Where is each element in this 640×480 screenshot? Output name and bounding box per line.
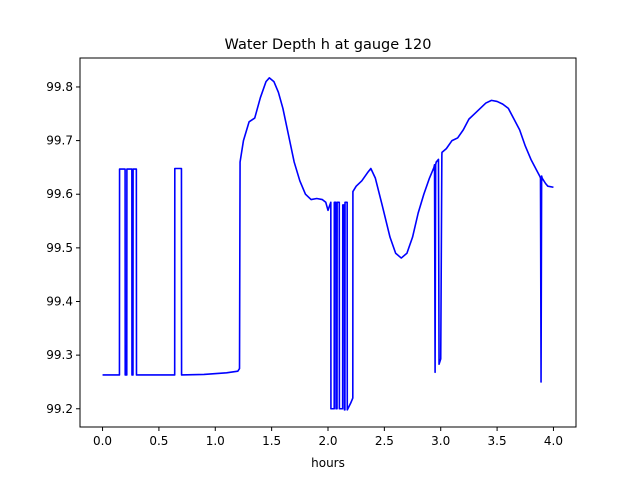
x-axis-label: hours [311, 456, 345, 470]
x-tick-label: 3.5 [488, 434, 507, 448]
y-tick-label: 99.2 [46, 402, 73, 416]
x-tick-label: 4.0 [544, 434, 563, 448]
y-tick-label: 99.6 [46, 187, 73, 201]
x-tick-label: 2.0 [318, 434, 337, 448]
plot-area: 0.0 0.5 1.0 1.5 2.0 2.5 3.0 3.5 4.0 99.2 99.3 99.4 9… [46, 57, 577, 448]
x-tick-label: 2.5 [375, 434, 394, 448]
y-tick-label: 99.7 [46, 134, 73, 148]
x-tick-label: 3.0 [431, 434, 450, 448]
y-tick-label: 99.5 [46, 241, 73, 255]
y-tick-label: 99.8 [46, 80, 73, 94]
y-tick-label: 99.4 [46, 294, 73, 308]
x-tick-label: 0.5 [149, 434, 168, 448]
series-line-0 [102, 77, 554, 411]
y-tick-label: 99.3 [46, 348, 73, 362]
x-tick-label: 1.0 [206, 434, 225, 448]
x-tick-label: 1.5 [262, 434, 281, 448]
x-tick-label: 0.0 [93, 434, 112, 448]
chart-title: Water Depth h at gauge 120 [225, 37, 432, 53]
